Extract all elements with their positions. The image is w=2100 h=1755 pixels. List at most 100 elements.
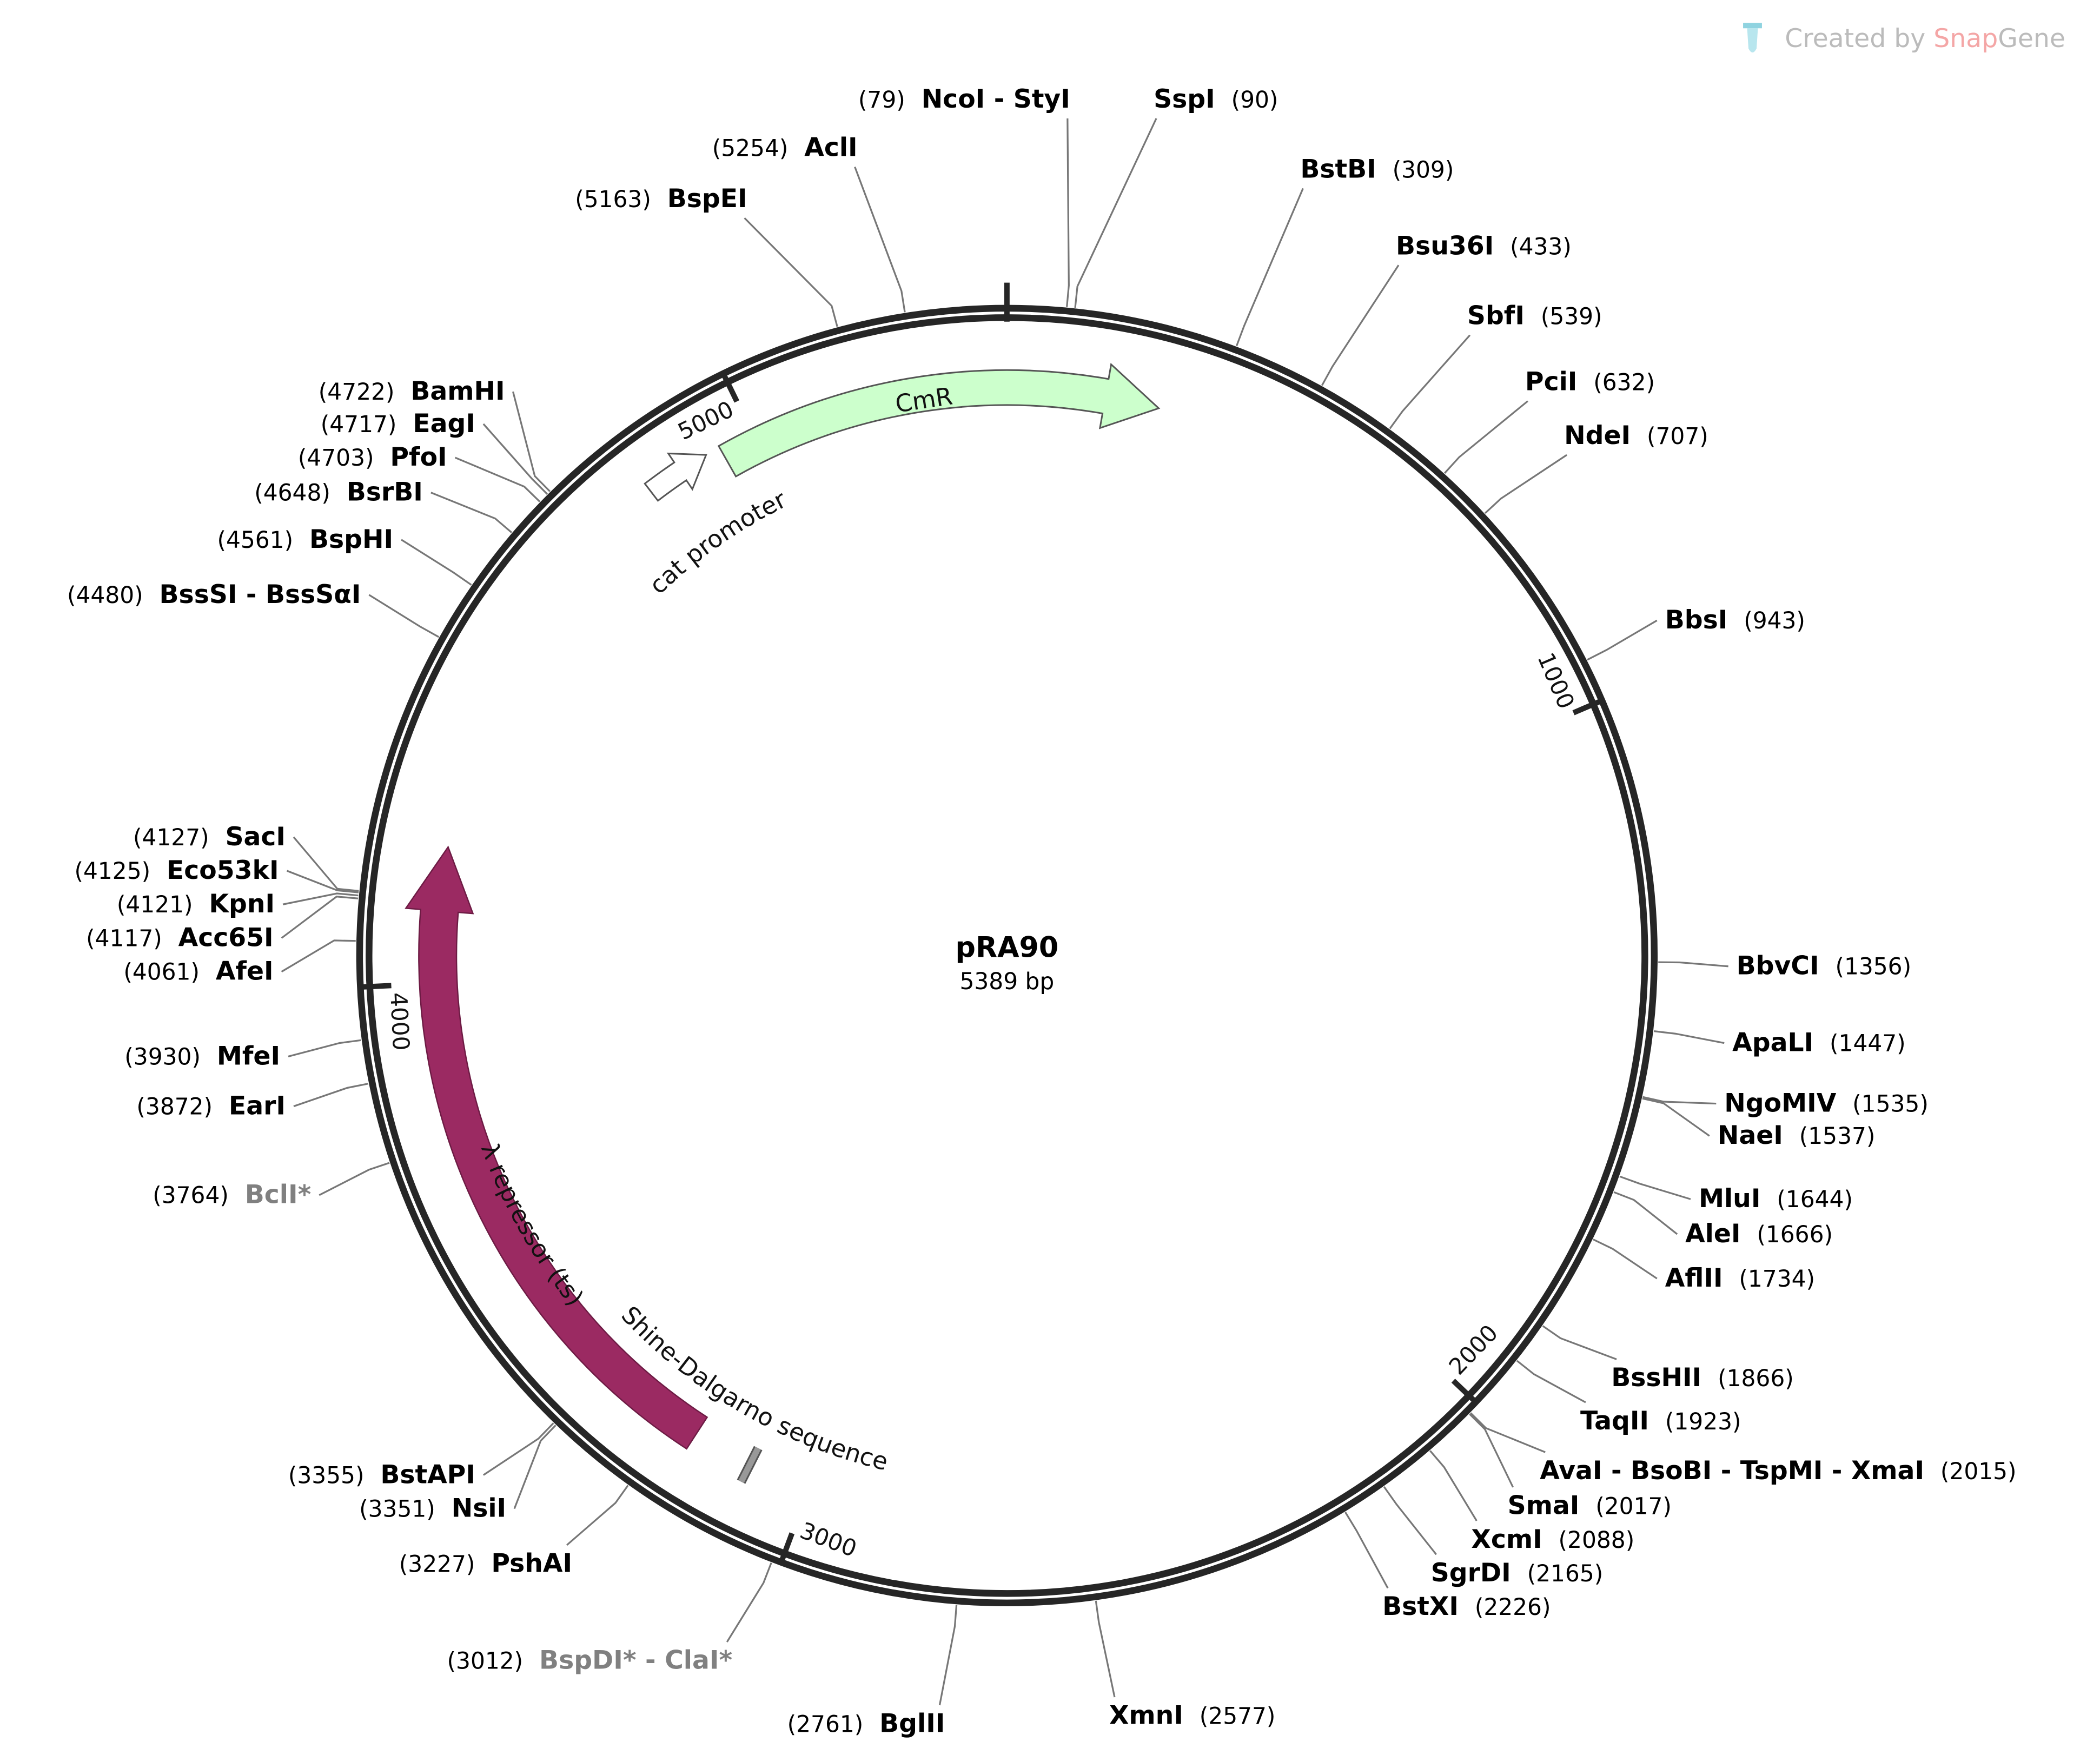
enzyme-site-label[interactable]: NgoMIV (1535)	[1724, 1088, 1929, 1118]
enzyme-name: BbsI	[1665, 605, 1728, 635]
enzyme-name: XcmI	[1471, 1525, 1542, 1554]
enzyme-leader-line	[1344, 1512, 1389, 1589]
enzyme-leader-line	[1587, 619, 1658, 661]
enzyme-site-label[interactable]: NaeI (1537)	[1718, 1121, 1876, 1150]
enzyme-site-label[interactable]: BbvCI (1356)	[1737, 951, 1911, 981]
plasmid-name: pRA90	[955, 931, 1058, 964]
enzyme-leader-line	[1383, 1486, 1437, 1555]
feature-shine-dalgarno-mark[interactable]	[738, 1446, 761, 1484]
enzyme-site-label[interactable]: BstBI (309)	[1300, 154, 1454, 184]
enzyme-position: (309)	[1393, 156, 1454, 183]
enzyme-position: (1356)	[1835, 953, 1911, 980]
enzyme-site-label[interactable]: (3355) BstAPI	[288, 1460, 475, 1489]
enzyme-site-label[interactable]: (4648) BsrBI	[254, 478, 423, 507]
enzyme-site-label[interactable]: (4480) BssSI - BssSαI	[67, 580, 361, 610]
enzyme-site-label[interactable]: (3930) MfeI	[124, 1041, 280, 1071]
enzyme-name: PciI	[1525, 367, 1577, 397]
enzyme-leader-line	[1658, 961, 1728, 968]
enzyme-position: (1535)	[1852, 1090, 1929, 1117]
enzyme-name: ApaLI	[1732, 1028, 1813, 1058]
enzyme-name: SmaI	[1508, 1491, 1580, 1521]
enzyme-site-label[interactable]: (3012) BspDI* - ClaI*	[447, 1646, 733, 1675]
enzyme-site-label[interactable]: (4061) AfeI	[123, 957, 273, 986]
enzyme-site-label[interactable]: PciI (632)	[1525, 367, 1655, 397]
enzyme-name: AfeI	[216, 957, 274, 986]
enzyme-position: (4717)	[321, 411, 397, 438]
enzyme-site-label[interactable]: MluI (1644)	[1699, 1184, 1853, 1214]
enzyme-site-label[interactable]: TaqII (1923)	[1580, 1406, 1741, 1436]
watermark-brand-snap: Snap	[1933, 24, 1998, 54]
enzyme-name: KpnI	[209, 889, 275, 919]
enzyme-site-label[interactable]: BbsI (943)	[1665, 605, 1805, 635]
enzyme-site-label[interactable]: XcmI (2088)	[1471, 1525, 1634, 1554]
enzyme-name: NsiI	[452, 1494, 506, 1524]
enzyme-site-label[interactable]: SgrDI (2165)	[1431, 1558, 1604, 1588]
enzyme-site-label[interactable]: (4117) Acc65I	[86, 923, 274, 952]
enzyme-site-label[interactable]: (5163) BspEI	[575, 184, 747, 214]
enzyme-site-label[interactable]: (4127) SacI	[133, 822, 286, 852]
enzyme-site-label[interactable]: (4717) EagI	[321, 409, 475, 439]
enzyme-site-label[interactable]: BssHII (1866)	[1611, 1363, 1794, 1393]
enzyme-site-label[interactable]: (4561) BspHI	[217, 525, 393, 554]
enzyme-name: AvaI - BsoBI - TspMI - XmaI	[1540, 1456, 1924, 1486]
tick-label: 4000	[385, 992, 414, 1051]
enzyme-site-label[interactable]: BstXI (2226)	[1382, 1592, 1551, 1621]
feature-lambda-repressor-arrow[interactable]	[405, 845, 708, 1450]
enzyme-position: (5163)	[575, 186, 651, 213]
enzyme-site-label[interactable]: ApaLI (1447)	[1732, 1028, 1906, 1058]
enzyme-leader-line	[1235, 188, 1304, 347]
enzyme-leader-line	[1542, 1325, 1617, 1360]
enzyme-position: (632)	[1593, 369, 1655, 396]
enzyme-site-label[interactable]: AleI (1666)	[1685, 1219, 1833, 1249]
enzyme-site-label[interactable]: (4121) KpnI	[117, 889, 275, 919]
enzyme-position: (2017)	[1595, 1493, 1672, 1520]
enzyme-position: (4703)	[298, 445, 374, 471]
enzyme-site-label[interactable]: (3227) PshAI	[399, 1549, 572, 1579]
enzyme-leader-line	[401, 539, 472, 586]
enzyme-site-label[interactable]: SbfI (539)	[1467, 301, 1602, 331]
enzyme-name: BstXI	[1382, 1592, 1459, 1621]
enzyme-site-label[interactable]: (3872) EarI	[136, 1091, 286, 1121]
enzyme-site-label[interactable]: (5254) AclI	[712, 133, 858, 163]
enzyme-site-label[interactable]: (4125) Eco53kI	[74, 856, 279, 885]
enzyme-site-label[interactable]: (3764) BclI*	[153, 1180, 311, 1210]
enzyme-site-label[interactable]: (2761) BglII	[787, 1709, 945, 1739]
snapgene-watermark: Created by SnapGene	[1743, 23, 2065, 54]
enzyme-position: (2577)	[1200, 1703, 1276, 1730]
enzyme-leader-line	[1484, 454, 1567, 514]
enzyme-leader-line	[566, 1485, 629, 1546]
enzyme-leader-line	[288, 1039, 361, 1058]
enzyme-site-label[interactable]: (4703) PfoI	[298, 442, 447, 472]
enzyme-position: (539)	[1541, 303, 1602, 330]
enzyme-name: AleI	[1685, 1219, 1740, 1249]
enzyme-leader-line	[513, 1425, 557, 1509]
enzyme-name: SacI	[225, 822, 286, 852]
enzyme-name: BstAPI	[380, 1460, 475, 1489]
enzyme-leader-line	[368, 594, 440, 638]
enzyme-site-label[interactable]: AvaI - BsoBI - TspMI - XmaI (2015)	[1540, 1456, 2016, 1486]
enzyme-position: (79)	[858, 87, 905, 113]
enzyme-site-label[interactable]: Bsu36I (433)	[1396, 231, 1572, 261]
feature-cat-promoter-arrow[interactable]	[644, 452, 707, 502]
enzyme-position: (1644)	[1777, 1186, 1853, 1213]
enzyme-site-label[interactable]: XmnI (2577)	[1109, 1701, 1275, 1731]
enzyme-position: (4121)	[117, 891, 193, 918]
enzyme-name: BstBI	[1300, 154, 1376, 184]
enzyme-site-label[interactable]: SmaI (2017)	[1508, 1491, 1672, 1521]
enzyme-position: (3355)	[288, 1462, 365, 1488]
enzyme-name: NcoI - StyI	[922, 84, 1070, 114]
enzyme-site-label[interactable]: (4722) BamHI	[319, 376, 505, 406]
tick-mark	[1451, 1379, 1480, 1406]
enzyme-site-label[interactable]: SspI (90)	[1154, 84, 1278, 114]
enzyme-name: BbvCI	[1737, 951, 1819, 981]
feature-cmr-arrow[interactable]	[717, 362, 1161, 478]
enzyme-site-label[interactable]: AflII (1734)	[1665, 1263, 1815, 1293]
enzyme-position: (707)	[1647, 423, 1708, 449]
enzyme-site-label[interactable]: NdeI (707)	[1564, 421, 1708, 451]
tick-mark	[357, 983, 392, 990]
enzyme-position: (3930)	[124, 1043, 201, 1070]
enzyme-site-label[interactable]: (79) NcoI - StyI	[858, 84, 1070, 114]
enzyme-site-label[interactable]: (3351) NsiI	[359, 1494, 506, 1524]
enzyme-name: EarI	[229, 1091, 286, 1121]
